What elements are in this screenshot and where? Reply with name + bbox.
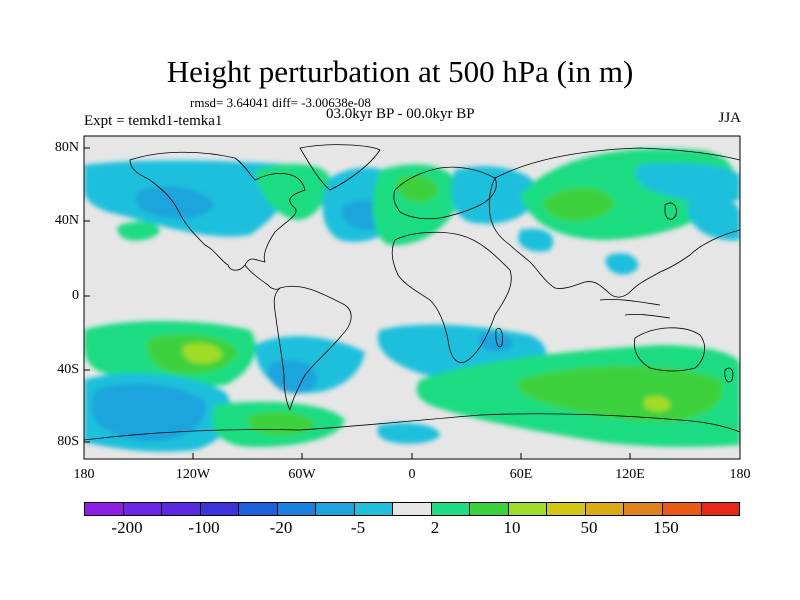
- colorbar-swatch: [85, 503, 124, 515]
- colorbar-label: 2: [430, 518, 440, 537]
- colorbar-swatch: [316, 503, 355, 515]
- anomaly-region: [451, 166, 540, 224]
- coastline-asia: [488, 147, 740, 298]
- experiment-label: Expt = temkd1-temka1: [84, 113, 223, 129]
- anomaly-region: [517, 365, 723, 422]
- anomaly-region: [397, 175, 439, 203]
- lon-tick-label: 60W: [288, 467, 316, 482]
- season-label: JJA: [718, 110, 741, 126]
- lon-tick-label: 0: [408, 467, 416, 482]
- anomaly-region: [268, 360, 318, 394]
- colorbar-swatch: [277, 503, 317, 515]
- lon-tick-label: 120E: [615, 467, 645, 482]
- anomaly-region: [372, 164, 460, 246]
- coastline-south-america: [273, 285, 352, 411]
- coastline-australia: [633, 327, 705, 372]
- colorbar-swatch: [393, 503, 432, 515]
- colorbar-swatch: [162, 503, 201, 515]
- anomaly-region: [687, 196, 740, 241]
- lat-tick-label: 40N: [54, 213, 79, 228]
- anomaly-region: [478, 333, 513, 352]
- lon-tick-label: 180: [729, 467, 751, 482]
- anomaly-region: [605, 253, 639, 275]
- anomaly-region: [135, 186, 215, 219]
- colorbar-label: -100: [188, 518, 220, 537]
- lat-tick-label: 80S: [57, 434, 79, 449]
- colorbar-label: 50: [580, 518, 598, 537]
- lat-tick-label: 40S: [57, 362, 79, 377]
- colorbar-swatch: [547, 503, 586, 515]
- colorbar-swatch: [354, 503, 394, 515]
- colorbar-swatch: [431, 503, 471, 515]
- coastline-indonesia: [599, 299, 671, 319]
- colorbar-label: 10: [503, 518, 521, 537]
- coastline-north-america: [129, 151, 306, 271]
- anomaly-region: [644, 396, 671, 412]
- lon-tick-label: 60E: [509, 467, 533, 482]
- colorbar-swatch: [200, 503, 240, 515]
- anomaly-region: [117, 221, 160, 241]
- coastline-antarctica: [84, 413, 740, 441]
- coastline-new-zealand: [724, 367, 734, 383]
- colorbar-swatch: [662, 503, 702, 515]
- anomaly-contours: [84, 148, 740, 452]
- colorbar-label: -200: [111, 518, 143, 537]
- colorbar-label: 150: [653, 518, 679, 537]
- coastline-japan: [664, 202, 677, 220]
- coastline-central-america: [244, 264, 281, 290]
- coastlines: [84, 144, 740, 441]
- anomaly-region: [92, 383, 206, 442]
- colorbar: [84, 502, 740, 516]
- colorbar-swatch: [624, 503, 663, 515]
- colorbar-swatch: [123, 503, 163, 515]
- lat-tick-label: 80N: [54, 140, 79, 155]
- anomaly-region: [518, 228, 554, 252]
- colorbar-swatch: [585, 503, 625, 515]
- anomaly-region: [182, 343, 222, 364]
- anomaly-region: [377, 423, 440, 444]
- anomaly-region: [635, 163, 740, 202]
- colorbar-swatch: [701, 503, 740, 515]
- anomaly-region: [700, 412, 740, 445]
- coastline-africa: [391, 231, 512, 363]
- axis-ticks: [84, 147, 631, 459]
- coastline-greenland: [299, 144, 381, 191]
- lon-tick-label: 120W: [175, 467, 211, 482]
- coastline-europe: [393, 166, 497, 220]
- colorbar-label: -20: [269, 518, 293, 537]
- time-period: 03.0kyr BP - 00.0kyr BP: [326, 106, 475, 122]
- colorbar-label: -5: [350, 518, 366, 537]
- lat-tick-label: 0: [72, 288, 79, 303]
- map-title: Height perturbation at 500 hPa (in m): [166, 54, 634, 89]
- colorbar-swatch: [239, 503, 278, 515]
- rmsd-stats: rmsd= 3.64041 diff= -3.00638e-08: [190, 95, 371, 110]
- lon-tick-label: 180: [73, 467, 95, 482]
- colorbar-swatch: [470, 503, 509, 515]
- anomaly-region: [255, 164, 330, 221]
- coastline-madagascar: [495, 328, 503, 348]
- colorbar-swatch: [508, 503, 548, 515]
- anomaly-region: [543, 187, 615, 222]
